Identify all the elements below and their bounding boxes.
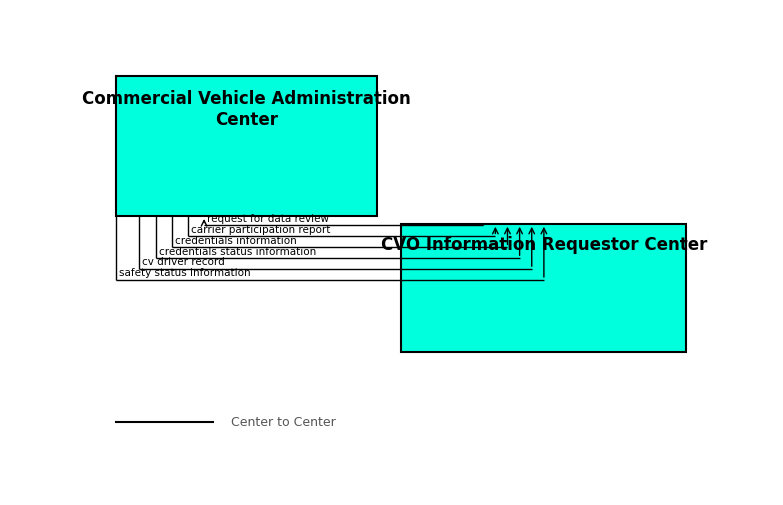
Text: CVO Information Requestor Center: CVO Information Requestor Center [381, 235, 707, 254]
Bar [116, 76, 377, 216]
Text: credentials information: credentials information [175, 236, 297, 246]
Text: credentials status information: credentials status information [159, 246, 316, 257]
Bar [402, 224, 687, 352]
Text: Center to Center: Center to Center [232, 416, 336, 429]
Text: request for data review: request for data review [207, 214, 329, 224]
Text: cv driver record: cv driver record [143, 258, 225, 268]
Text: carrier participation report: carrier participation report [191, 225, 330, 235]
Text: Commercial Vehicle Administration
Center: Commercial Vehicle Administration Center [82, 90, 411, 129]
Text: safety status information: safety status information [119, 268, 251, 278]
